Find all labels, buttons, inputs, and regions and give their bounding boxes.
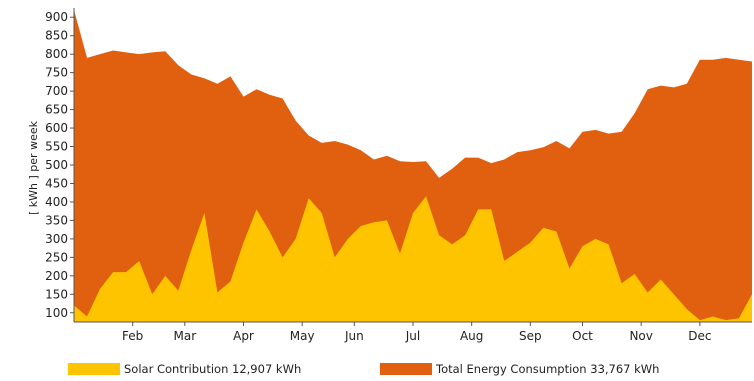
legend-label-total: Total Energy Consumption 33,767 kWh <box>435 362 659 376</box>
y-tick-label: 400 <box>45 195 68 209</box>
x-tick-label: Mar <box>174 329 197 343</box>
x-tick-label: Sep <box>519 329 542 343</box>
y-tick-label: 250 <box>45 250 68 264</box>
x-tick-label: Jul <box>405 329 420 343</box>
y-tick-label: 550 <box>45 140 68 154</box>
legend: Solar Contribution 12,907 kWh Total Ener… <box>68 362 659 376</box>
y-tick-label: 900 <box>45 10 68 24</box>
y-tick-label: 350 <box>45 213 68 227</box>
y-tick-label: 150 <box>45 287 68 301</box>
y-axis-ticks: 100 150 200 250 300 350 400 450 500 550 600 650 700 7… <box>45 10 74 320</box>
x-tick-label: Apr <box>233 329 254 343</box>
legend-swatch-solar <box>68 363 120 375</box>
y-tick-label: 800 <box>45 47 68 61</box>
x-axis-ticks: Feb Mar Apr May Jun Jul Aug Sep Oct Nov Dec <box>122 322 711 343</box>
y-tick-label: 700 <box>45 84 68 98</box>
legend-label-solar: Solar Contribution 12,907 kWh <box>124 362 301 376</box>
y-tick-label: 750 <box>45 66 68 80</box>
x-tick-label: Feb <box>122 329 143 343</box>
x-tick-label: Oct <box>572 329 593 343</box>
x-tick-label: May <box>290 329 315 343</box>
legend-swatch-total <box>380 363 432 375</box>
x-tick-label: Dec <box>688 329 711 343</box>
y-tick-label: 600 <box>45 121 68 135</box>
y-tick-label: 850 <box>45 29 68 43</box>
x-tick-label: Aug <box>460 329 483 343</box>
y-tick-label: 650 <box>45 103 68 117</box>
y-tick-label: 100 <box>45 306 68 320</box>
x-tick-label: Nov <box>629 329 652 343</box>
y-tick-label: 450 <box>45 176 68 190</box>
plot-area <box>74 9 752 322</box>
x-tick-label: Jun <box>344 329 364 343</box>
y-tick-label: 300 <box>45 232 68 246</box>
series-area-solar-contribution <box>74 196 752 322</box>
y-axis-title: [ kWh ] per week <box>27 120 40 215</box>
y-tick-label: 500 <box>45 158 68 172</box>
y-tick-label: 200 <box>45 269 68 283</box>
